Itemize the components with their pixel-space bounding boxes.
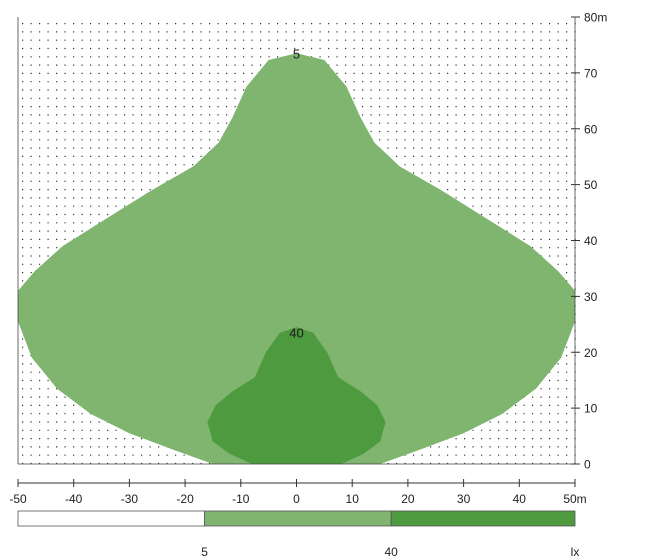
x-tick-label: -30 [121, 492, 139, 506]
legend-label-40: 40 [385, 545, 399, 559]
x-tick-label: -40 [65, 492, 83, 506]
y-tick-label: 40 [584, 234, 598, 248]
x-tick-label: 20 [401, 492, 415, 506]
region-40-lx [207, 327, 386, 464]
y-tick-label: 50 [584, 178, 598, 192]
legend: 5 40 lx [17, 510, 580, 559]
legend-segment [390, 510, 576, 527]
contour-labels: 5 40 [289, 46, 303, 340]
x-tick-label: 0 [293, 492, 300, 506]
contour-label-40: 40 [289, 326, 303, 341]
legend-label-5: 5 [201, 545, 208, 559]
y-tick-label: 70 [584, 66, 598, 80]
x-tick-label: -50 [9, 492, 27, 506]
x-tick-label: 30 [457, 492, 471, 506]
y-tick-label: 60 [584, 122, 598, 136]
y-tick-label: 20 [584, 346, 598, 360]
axes: 0 10 20 30 40 50 60 70 80m -50 -40 -30 -20 -10 0 10 20 30… [9, 11, 607, 507]
x-tick-label: -10 [232, 492, 250, 506]
contour-regions [18, 53, 575, 465]
x-tick-label: 50m [563, 492, 586, 506]
region-5-lx [18, 53, 575, 465]
legend-unit-label: lx [571, 545, 580, 559]
legend-segment [204, 510, 392, 527]
y-tick-label: 30 [584, 290, 598, 304]
y-tick-label: 0 [584, 458, 591, 472]
x-tick-label: 10 [346, 492, 360, 506]
x-tick-label: -20 [176, 492, 194, 506]
y-tick-label: 80m [584, 11, 607, 25]
y-tick-label: 10 [584, 402, 598, 416]
x-tick-label: 40 [513, 492, 527, 506]
contour-label-5: 5 [293, 46, 300, 61]
legend-segment [17, 510, 205, 527]
